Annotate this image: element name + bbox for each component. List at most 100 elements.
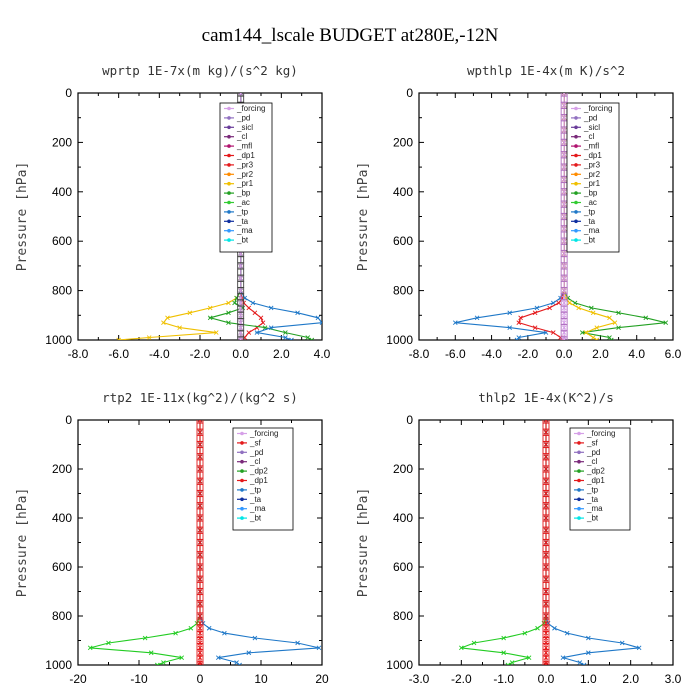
data-point (556, 300, 562, 306)
panel-title: wprtp 1E-7x(m kg)/(s^2 kg) (102, 63, 298, 78)
legend-marker (574, 181, 578, 186)
y-tick-label: 800 (393, 609, 413, 623)
data-point (514, 337, 520, 340)
data-point (616, 325, 621, 330)
legend-marker (227, 219, 231, 224)
data-point (576, 305, 581, 311)
legend-label: _tp (236, 207, 249, 216)
y-tick-label: 800 (52, 609, 72, 623)
data-point (106, 640, 111, 646)
data-point (543, 589, 549, 594)
legend-label: _pr1 (583, 179, 601, 188)
x-tick-label: 6.0 (665, 347, 682, 361)
legend-label: _sicl (236, 123, 253, 132)
y-tick-label: 400 (393, 185, 413, 199)
data-point (252, 635, 258, 641)
data-point (543, 442, 549, 447)
data-point (561, 115, 567, 121)
data-point (643, 315, 649, 321)
legend-marker (574, 116, 578, 120)
data-point (197, 527, 203, 533)
panel-title: rtp2 1E-11x(kg^2)/(kg^2 s) (102, 390, 298, 405)
x-tick-label: 1.0 (580, 672, 597, 686)
legend-marker (227, 134, 231, 139)
data-point (116, 337, 121, 340)
legend-label: _ta (236, 217, 249, 226)
legend-marker (574, 106, 578, 111)
legend-marker (227, 106, 231, 111)
data-point (663, 320, 669, 326)
plot-frame (418, 92, 674, 341)
data-point (165, 315, 170, 321)
y-axis-label: Pressure [hPa] (15, 162, 30, 272)
data-point (516, 320, 522, 326)
legend-marker (227, 200, 231, 205)
plot-frame (77, 92, 323, 341)
data-point (509, 660, 515, 665)
data-point (197, 454, 203, 460)
data-point (179, 655, 185, 660)
data-point (561, 337, 567, 340)
data-point (577, 660, 583, 665)
legend-marker (574, 238, 578, 242)
series-group (452, 93, 669, 340)
x-tick-label: -6.0 (108, 347, 129, 361)
legend-marker (227, 144, 231, 148)
legend-marker (227, 181, 231, 186)
legend-marker (240, 459, 244, 464)
data-point (572, 300, 578, 306)
data-point (532, 325, 538, 330)
zero-marker (542, 661, 550, 665)
data-point (501, 650, 506, 656)
legend-marker (577, 450, 581, 455)
data-point (543, 540, 549, 545)
legend-label: _pd (583, 113, 597, 122)
legend-marker (577, 469, 581, 473)
legend-marker (240, 450, 244, 455)
y-axis-label: Pressure [hPa] (356, 488, 371, 598)
x-tick-label: -4.0 (481, 347, 502, 361)
legend-label: _cl (249, 457, 260, 466)
data-point (87, 645, 93, 651)
y-tick-label: 600 (52, 234, 72, 248)
legend-label: _dp2 (249, 467, 268, 476)
legend-marker (240, 488, 244, 492)
legend-label: _cl (586, 457, 597, 466)
data-point (238, 300, 243, 306)
legend-label: _cl (583, 132, 594, 141)
data-point (295, 640, 300, 646)
data-point (309, 337, 315, 340)
data-point (590, 335, 596, 340)
legend-label: _dp1 (236, 151, 255, 160)
x-tick-label: -2.0 (451, 672, 472, 686)
legend-marker (227, 153, 231, 158)
data-point (197, 503, 203, 509)
data-point (197, 576, 203, 582)
legend-label: _dp1 (249, 476, 268, 485)
data-point (561, 201, 567, 207)
y-axis-label: Pressure [hPa] (356, 162, 371, 272)
data-point (526, 655, 532, 660)
legend-marker (577, 506, 581, 511)
legend-marker (227, 163, 231, 167)
data-point (142, 635, 148, 641)
data-point (561, 325, 567, 330)
data-point (197, 466, 203, 472)
data-point (543, 650, 549, 656)
data-point (532, 310, 538, 316)
data-point (543, 564, 549, 570)
data-point (561, 226, 567, 232)
x-tick-label: 0 (197, 672, 204, 686)
legend-marker (574, 144, 578, 148)
legend-marker (574, 200, 578, 205)
data-point (561, 93, 567, 96)
legend-label: _ta (583, 217, 596, 226)
data-point (543, 527, 549, 533)
data-point (268, 305, 274, 311)
data-point (197, 429, 203, 435)
data-point (594, 325, 600, 330)
legend-marker (577, 488, 581, 492)
legend-label: _bp (236, 189, 251, 198)
x-tick-label: 0.0 (556, 347, 573, 361)
